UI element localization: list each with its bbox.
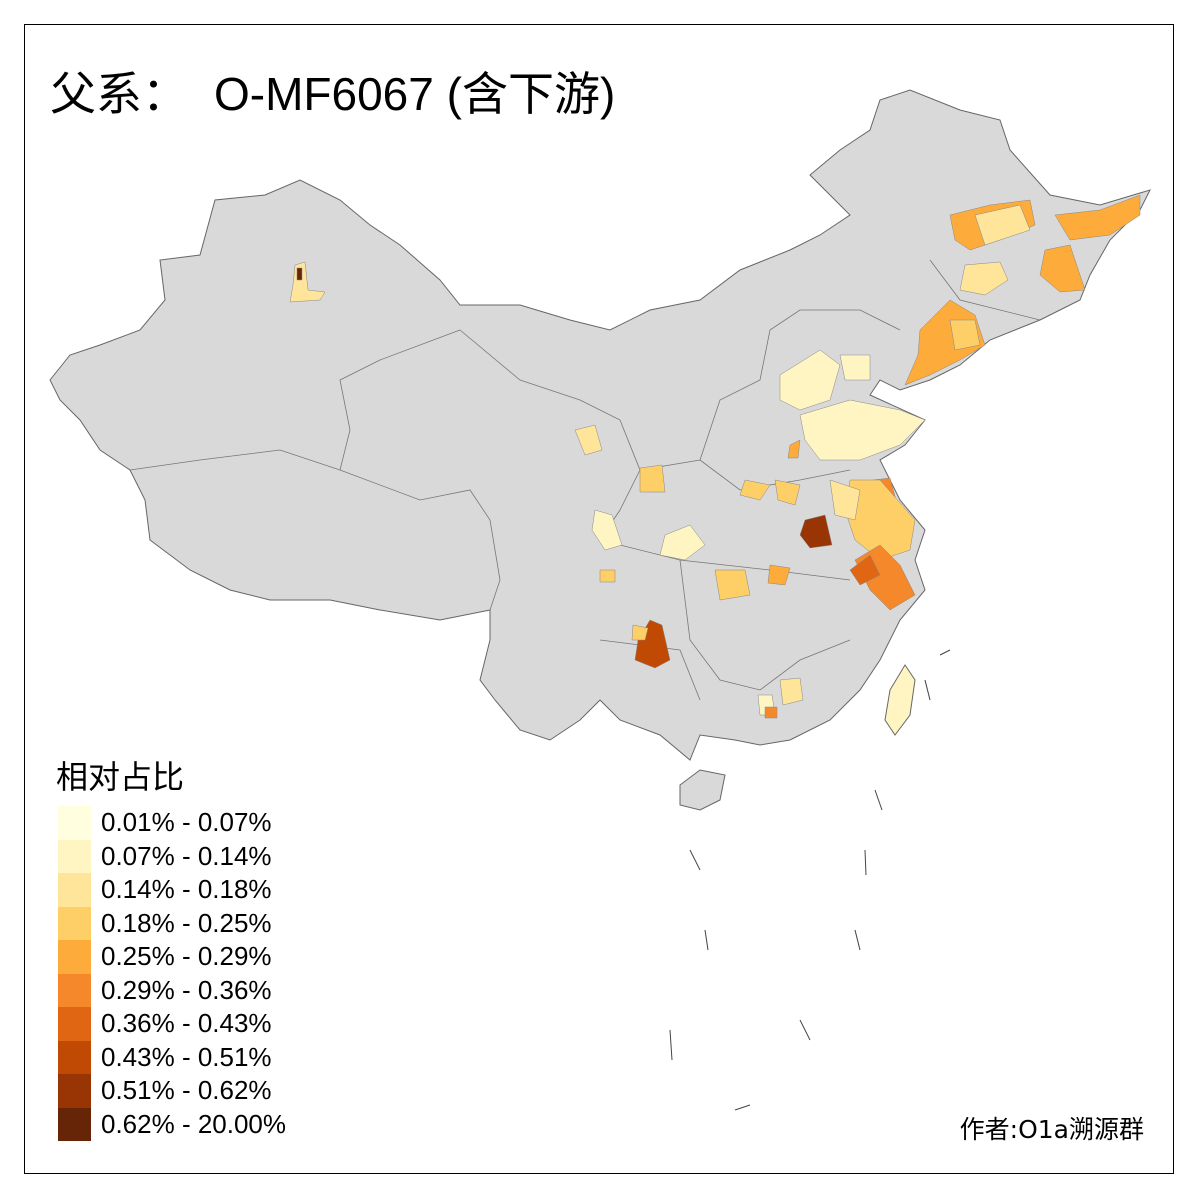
legend-item: 0.29% - 0.36% [58,973,286,1007]
colored-regions [289,194,1141,719]
china-outline [49,89,1151,761]
region-shandong [799,399,926,461]
region-xinjiang-top [296,267,303,281]
legend-label: 0.29% - 0.36% [101,974,272,1005]
legend-item: 0.25% - 0.29% [58,940,286,974]
legend-item: 0.18% - 0.25% [58,906,286,940]
legend-label: 0.07% - 0.14% [101,840,272,871]
region-heilongjiang-south [1039,244,1086,293]
legend-label: 0.01% - 0.07% [101,807,272,838]
legend-swatch [58,940,91,974]
region-anhui-hot [799,514,833,549]
map-frame [24,24,1174,1174]
legend-swatch [58,1074,91,1108]
region-shaanxi [659,524,706,561]
region-henan-2 [774,479,801,506]
legend-swatch [58,906,91,940]
region-ningxia [639,464,666,493]
legend-swatch [58,1007,91,1041]
region-hubei [714,569,751,601]
map-title: 父系： O-MF6067 (含下游) [50,58,615,124]
region-sichuan-2 [599,569,616,583]
region-guangdong-3 [764,706,778,719]
region-tianjin [839,354,871,381]
legend-label: 0.18% - 0.25% [101,907,272,938]
author-credit: 作者:O1a溯源群 [959,1115,1144,1144]
region-heilongjiang-mid [974,204,1031,246]
legend-label: 0.43% - 0.51% [101,1041,272,1072]
legend-item: 0.14% - 0.18% [58,873,286,907]
internal-borders [129,259,1041,701]
legend-item: 0.01% - 0.07% [58,806,286,840]
legend-label: 0.51% - 0.62% [101,1075,272,1106]
legend-label: 0.62% - 20.00% [101,1108,287,1139]
legend-swatch [58,1107,91,1141]
region-anhui [829,479,861,521]
legend-item: 0.07% - 0.14% [58,839,286,873]
legend-swatch [58,1040,91,1074]
region-hubei-east [767,564,791,586]
legend-item: 0.43% - 0.51% [58,1040,286,1074]
region-henan-east [787,439,801,459]
legend-title: 相对占比 [56,758,185,796]
region-guizhou-2 [631,624,649,641]
region-anhui-south [849,554,881,586]
region-beijing-hebei [779,349,841,411]
region-jilin [959,261,1009,296]
title-haplogroup: O-MF6067 (含下游) [214,68,616,120]
region-henan [739,479,771,501]
region-gansu [574,424,603,456]
region-liaoning-inner [949,319,981,351]
legend-swatch [58,806,91,840]
taiwan-island [884,664,916,736]
legend: 0.01% - 0.07% 0.07% - 0.14% 0.14% - 0.18… [58,806,286,1141]
hainan-island [679,769,726,811]
legend-label: 0.25% - 0.29% [101,941,272,972]
legend-item: 0.62% - 20.00% [58,1107,287,1141]
region-sichuan [591,509,623,551]
legend-swatch [58,873,91,907]
region-guangdong [779,677,804,706]
south-china-sea-islands [669,649,951,1111]
legend-swatch [58,839,91,873]
legend-item: 0.36% - 0.43% [58,1007,286,1041]
legend-item: 0.51% - 0.62% [58,1074,286,1108]
legend-label: 0.36% - 0.43% [101,1008,272,1039]
legend-label: 0.14% - 0.18% [101,874,272,905]
legend-swatch [58,973,91,1007]
title-prefix: 父系： [50,67,188,121]
region-heilongjiang-east [1054,194,1141,241]
